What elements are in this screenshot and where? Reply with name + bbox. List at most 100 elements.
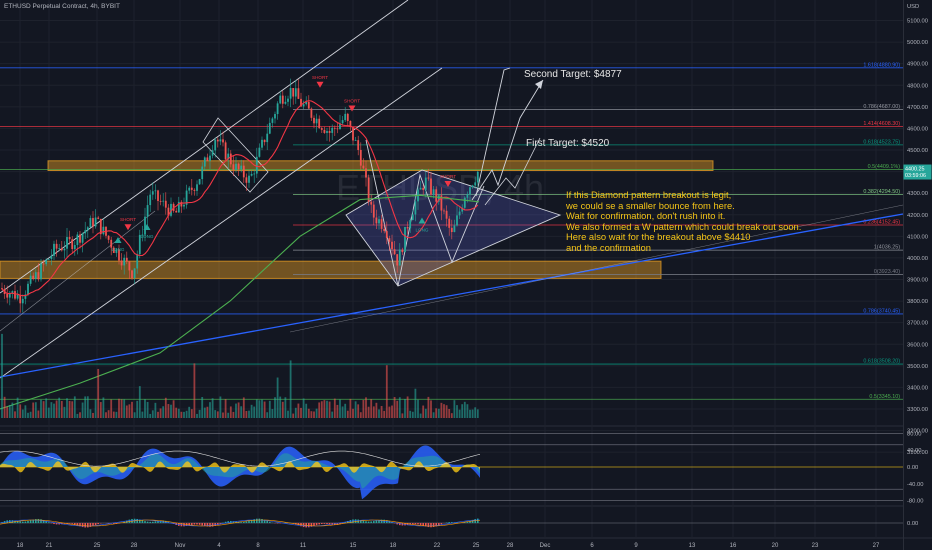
candle-body (216, 139, 219, 142)
candle-body (211, 150, 214, 156)
candle-body (34, 272, 37, 279)
macd-histogram-bar (445, 522, 448, 523)
volume-bar (437, 408, 440, 418)
volume-bar (271, 409, 274, 418)
candle-body (242, 165, 245, 178)
candle-body (154, 190, 157, 192)
macd-histogram-bar (427, 523, 430, 528)
macd-histogram-bar (269, 521, 271, 523)
candle-body (141, 234, 144, 236)
macd-histogram-bar (24, 521, 27, 523)
macd-histogram-bar (419, 523, 422, 525)
volume-bar (19, 404, 22, 418)
volume-bar (432, 412, 435, 418)
macd-histogram-bar (438, 523, 440, 526)
macd-histogram-bar (432, 523, 435, 528)
currency-label: USD (907, 4, 919, 10)
macd-histogram-bar (321, 523, 323, 524)
volume-bar (362, 399, 365, 418)
volume-bar (227, 412, 230, 418)
candle-body (58, 248, 61, 250)
candle-body (289, 87, 292, 99)
volume-bar (411, 411, 414, 418)
macd-histogram-bar (196, 523, 198, 525)
volume-bar (162, 406, 165, 418)
candle-body (427, 177, 430, 179)
candle-body (11, 291, 14, 294)
volume-bar (336, 404, 339, 418)
volume-bar (466, 404, 469, 418)
supply-zone (47, 160, 714, 172)
volume-bar (393, 397, 396, 418)
macd-histogram-bar (362, 520, 365, 523)
macd-histogram-bar (315, 523, 318, 526)
candle-body (63, 248, 66, 251)
candle-body (196, 184, 198, 191)
volume-bar (404, 399, 406, 418)
macd-histogram-bar (253, 519, 255, 523)
macd-histogram-bar (217, 523, 219, 525)
volume-bar (1, 333, 3, 418)
analysis-note: If this Diamond pattern breakout is legi… (566, 189, 826, 254)
macd-histogram-bar (154, 521, 157, 523)
volume-bar (445, 405, 448, 418)
candle-body (47, 258, 50, 260)
candle-body (224, 142, 227, 160)
macd-histogram-bar (204, 523, 206, 526)
volume-bar (224, 399, 227, 418)
volume-bar (383, 410, 386, 418)
candle-body (450, 227, 453, 233)
macd-histogram-bar (261, 518, 263, 523)
macd-histogram-bar (248, 520, 250, 523)
macd-histogram-bar (243, 522, 245, 523)
candle-body (14, 291, 16, 299)
candle-body (354, 140, 357, 141)
volume-bar (235, 403, 237, 418)
last-price-label: 4400.25 (905, 167, 925, 173)
candle-body (287, 98, 289, 102)
volume-bar (279, 396, 282, 418)
volume-bar (81, 402, 84, 418)
candle-body (367, 177, 370, 202)
volume-bar (198, 409, 201, 418)
candle-body (222, 139, 224, 143)
candle-body (315, 118, 318, 124)
volume-bar (180, 411, 183, 418)
volume-bar (250, 404, 253, 418)
macd-histogram-bar (201, 523, 203, 526)
candle-body (318, 118, 321, 129)
volume-bar (50, 402, 53, 418)
volume-bar (92, 412, 94, 418)
volume-bar (138, 386, 141, 418)
volume-bar (211, 398, 214, 418)
time-tick-label: 9 (634, 543, 638, 549)
volume-bar (414, 388, 417, 418)
candle-body (370, 201, 373, 205)
macd-histogram-bar (378, 519, 380, 523)
candle-body (333, 127, 336, 129)
candle-body (380, 219, 383, 229)
volume-bar (55, 400, 58, 418)
price-tick-label: 3900.00 (907, 278, 928, 284)
macd-histogram-bar (422, 523, 424, 526)
macd-histogram-bar (310, 523, 313, 527)
macd-histogram-bar (22, 521, 24, 523)
volume-bar (128, 404, 131, 418)
candle-body (73, 245, 76, 250)
candle-body (138, 234, 141, 255)
fib-level-label: 0.618(3508.20) (863, 359, 900, 365)
volume-bar (372, 406, 375, 418)
macd-histogram-bar (48, 522, 50, 523)
macd-histogram-bar (295, 523, 297, 525)
volume-bar (120, 399, 123, 418)
volume-bar (66, 398, 68, 418)
macd-histogram-bar (399, 523, 401, 526)
candle-body (185, 190, 188, 205)
volume-bar (435, 408, 438, 418)
candle-body (24, 294, 27, 299)
price-tick-label: 3100.00 (907, 450, 928, 456)
macd-histogram-bar (68, 523, 71, 524)
macd-histogram-bar (55, 523, 58, 525)
volume-bar (349, 398, 352, 418)
